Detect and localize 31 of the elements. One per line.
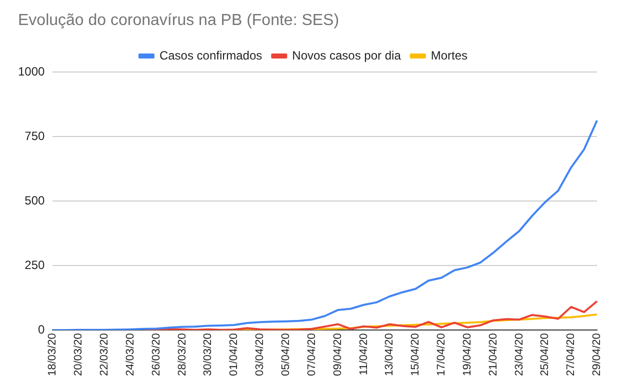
x-tick-label: 23/04/20	[513, 333, 526, 376]
x-tick-label: 26/03/20	[150, 333, 162, 376]
y-tick-label: 0	[38, 322, 46, 336]
x-tick-label: 17/04/20	[436, 333, 448, 376]
x-tick-label: 25/04/20	[539, 333, 552, 376]
x-tick-label: 03/04/20	[254, 333, 266, 376]
x-tick-label: 13/04/20	[384, 333, 396, 376]
y-tick-label: 500	[24, 193, 46, 208]
x-tick-label: 09/04/20	[332, 333, 344, 376]
x-tick-label: 30/03/20	[202, 333, 214, 376]
x-tick-label: 27/04/20	[565, 333, 578, 376]
x-tick-label: 20/03/20	[72, 333, 85, 376]
x-tick-label: 07/04/20	[306, 333, 318, 376]
x-tick-label: 22/03/20	[98, 333, 111, 376]
legend-label: Mortes	[430, 48, 468, 62]
x-tick-label: 11/04/20	[358, 333, 370, 376]
x-tick-label: 24/03/20	[124, 333, 136, 376]
chart-title: Evolução do coronavírus na PB (Fonte: SES)	[18, 12, 340, 30]
y-tick-label: 750	[24, 128, 46, 143]
legend-label: Novos casos por dia	[292, 48, 402, 62]
x-tick-label: 05/04/20	[280, 333, 292, 376]
x-tick-label: 29/04/20	[591, 333, 604, 376]
x-tick-label: 18/03/20	[46, 333, 59, 376]
y-tick-label: 250	[24, 258, 46, 272]
x-tick-label: 01/04/20	[228, 333, 240, 376]
legend-label: Casos confirmados	[159, 48, 262, 62]
x-tick-label: 19/04/20	[461, 333, 474, 376]
y-tick-label: 1000	[18, 64, 46, 78]
x-tick-label: 28/03/20	[176, 333, 188, 376]
x-tick-label: 15/04/20	[410, 333, 422, 376]
x-tick-label: 21/04/20	[487, 333, 500, 376]
